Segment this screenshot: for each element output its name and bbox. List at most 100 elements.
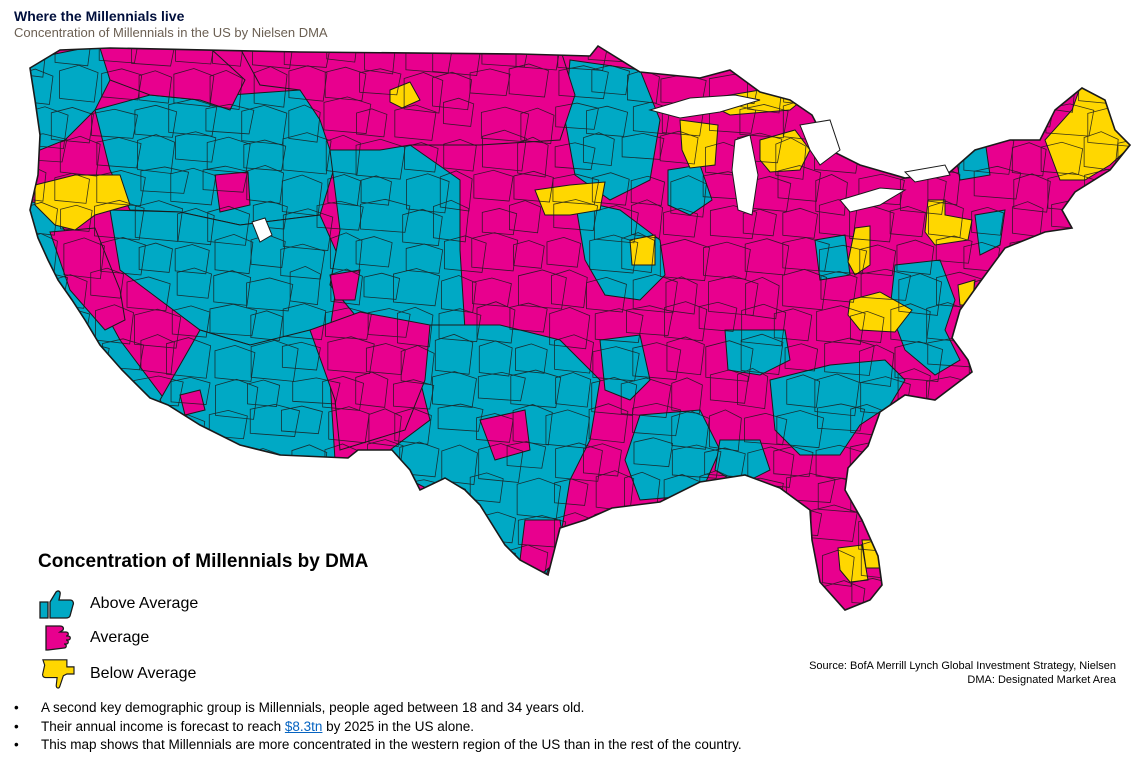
dma-boundary [90,406,135,443]
dma-boundary [30,106,69,150]
dma-boundary [896,140,931,173]
dma-boundary [1049,310,1094,341]
dma-boundary [1124,301,1130,340]
dma-boundary [361,620,406,648]
dma-new-jersey-region [974,209,1006,256]
dma-boundary [102,513,142,544]
dma-boundary [323,509,361,543]
dma-boundary [671,444,722,479]
dma-boundary [284,473,330,513]
bullet-text-pre: Their annual income is forecast to reach [41,718,285,734]
dma-boundary [209,303,257,337]
dma-boundary [1004,404,1048,447]
dma-boundary [1086,203,1130,238]
dma-boundary [631,199,663,239]
dma-boundary [775,137,807,180]
dma-boundary [555,372,592,408]
dma-boundary [595,542,635,571]
dma-boundary [1123,277,1130,306]
dma-boundary [101,68,143,101]
dma-boundary [630,175,666,206]
dma-boundary [1115,232,1130,274]
dma-boundary [289,265,321,306]
dma-boundary [1049,445,1096,486]
dma-boundary [396,605,444,610]
dma-boundary [589,234,639,274]
dma-boundary [354,472,400,514]
dma-boundary [253,66,288,108]
dma-boundary [887,409,925,437]
dma-boundary [860,268,912,301]
dma-boundary [898,273,943,316]
dma-boundary [520,107,555,145]
dma-boundary [175,131,217,163]
dma-boundary [586,105,629,137]
dma-boundary [131,46,176,67]
dma-boundary [593,205,639,244]
dma-boundary [594,508,636,551]
dma-boundary [1083,234,1119,265]
dma-boundary [176,267,212,299]
dma-boundary [632,273,678,314]
dma-boundary [857,613,887,651]
dma-boundary [633,437,674,468]
dma-boundary [469,573,515,609]
dma-boundary [471,232,519,272]
dma-boundary [592,346,640,382]
dma-boundary [741,607,776,610]
dma-boundary [780,573,821,610]
dma-boundary [773,308,813,342]
dma-boundary [512,583,556,610]
dma-boundary [406,173,450,214]
dma-boundary [506,441,547,469]
dma-boundary [439,539,489,573]
dma-boundary [355,138,406,180]
dma-boundary [554,334,594,374]
dma-boundary [54,172,90,204]
dma-boundary [932,540,982,570]
income-link[interactable]: $8.3tn [284,718,323,734]
dma-boundary [551,269,588,309]
dma-boundary [202,165,249,193]
dma-boundary [356,577,399,610]
dma-boundary [1076,581,1127,610]
dma-boundary [591,376,638,416]
dma-boundary [280,243,326,280]
dma-boundary [168,98,218,137]
dma-boundary [322,472,359,512]
dma-boundary [140,334,175,375]
dma-boundary [591,172,630,206]
dma-boundary [215,378,259,420]
legend-label-average: Average [90,629,150,646]
dma-boundary [549,306,591,350]
dma-boundary [368,408,402,447]
dma-boundary [54,46,92,67]
dma-boundary [474,618,520,652]
dma-boundary [737,367,769,410]
dma-boundary [1048,581,1096,610]
bullet-dot: • [14,737,19,752]
dma-boundary [583,443,622,477]
dma-boundary [546,236,582,268]
dma-boundary [508,63,549,98]
dma-boundary [671,545,720,586]
dma-boundary [241,104,288,145]
dma-boundary [393,268,441,307]
dma-boundary [140,166,190,194]
dma-boundary [964,475,996,506]
dma-boundary [398,582,450,610]
dma-north-dakota-region [389,81,421,109]
dma-boundary [810,64,859,106]
dma-boundary [887,439,939,481]
dma-boundary [476,413,514,443]
dma-boundary [329,232,363,273]
dma-boundary [59,64,99,103]
dma-boundary [594,308,644,344]
dma-boundary [360,198,411,233]
dma-boundary [970,512,1006,544]
dma-boundary [1083,512,1117,542]
dma-boundary [510,369,562,408]
dma-boundary [177,476,218,517]
dma-boundary [171,414,206,449]
